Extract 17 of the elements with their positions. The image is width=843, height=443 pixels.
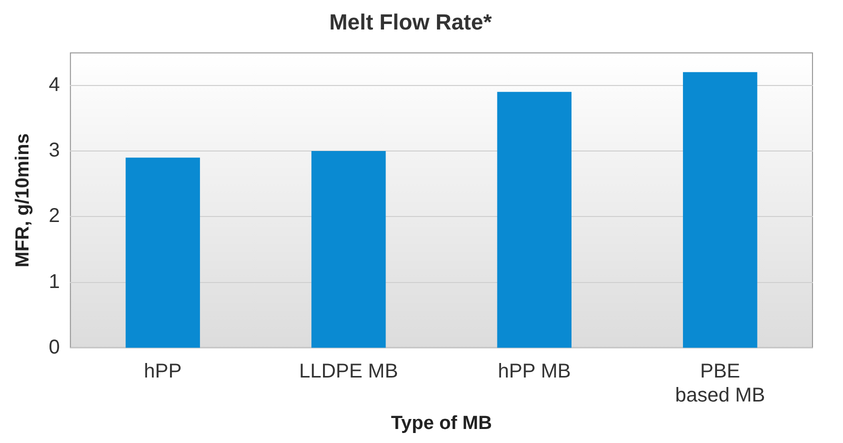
x-tick-label: hPP MB (498, 360, 571, 383)
chart-title: Melt Flow Rate* (329, 9, 492, 34)
bar (311, 151, 386, 348)
bar (126, 158, 200, 348)
y-tick-label: 1 (48, 270, 60, 293)
y-tick-label: 3 (48, 140, 60, 162)
y-axis-title: MFR, g/10mins (12, 133, 34, 268)
y-tick-label: 0 (48, 336, 60, 359)
x-axis-title: Type of MB (390, 412, 492, 434)
category-label: based MB (675, 384, 766, 407)
x-tick-label: LLDPE MB (299, 360, 398, 383)
bar (497, 92, 572, 348)
y-tick-label: 2 (48, 205, 60, 228)
bar (682, 72, 758, 348)
y-tick-label: 4 (48, 74, 60, 96)
category-label: PBE (700, 360, 740, 383)
x-tick-label: hPP (144, 360, 182, 383)
